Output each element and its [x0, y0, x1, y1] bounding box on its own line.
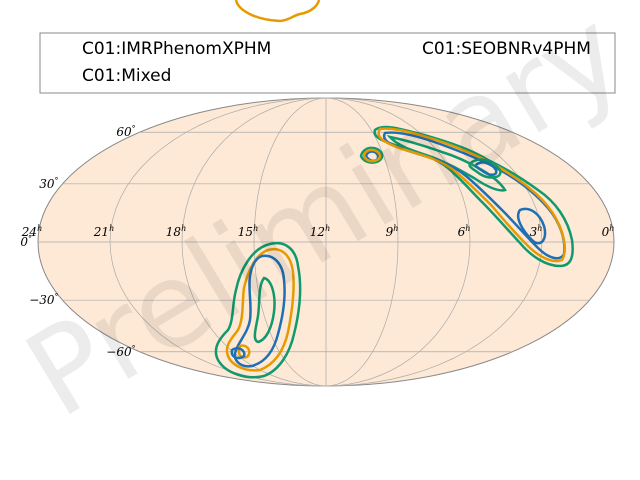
dec-tick-label: −30° [29, 292, 58, 307]
dec-tick-label: −60° [106, 344, 135, 359]
contours-ne [359, 125, 574, 268]
ra-tick-label: 24h [21, 224, 42, 239]
contour-inner-sw-1 [253, 276, 276, 344]
contour-mixed-sw [214, 241, 302, 379]
ra-tick-label: 21h [93, 224, 114, 239]
grid-meridian [325, 97, 471, 387]
dec-tick-label: 60° [116, 124, 135, 139]
dec-tick-label: 0° [20, 234, 32, 249]
contour-right-inner-blue [516, 207, 547, 245]
contour-mid-blob-mixed [468, 158, 502, 179]
top-contour-fragment [234, 0, 321, 23]
legend-label-mixed: C01:Mixed [82, 66, 171, 86]
contour-small-blob-mixed [359, 146, 384, 164]
grid-meridian [109, 97, 327, 387]
dec-tick-labels: 60° 30° 0° −30° −60° [20, 124, 135, 359]
legend-label-seobnr: C01:SEOBNRv4PHM [422, 39, 591, 59]
grid-lines [38, 97, 614, 387]
contour-inner-sw-2 [237, 344, 251, 359]
contour-orange-ne [377, 127, 566, 263]
contour-mid-blob-blue [474, 161, 498, 176]
contours-sw [214, 241, 302, 379]
contour-inner-sw-3 [230, 347, 246, 360]
contour-orange-sw [225, 247, 295, 372]
legend: C01:IMRPhenomXPHM C01:SEOBNRv4PHM C01:Mi… [39, 32, 616, 94]
grid-meridian [325, 97, 399, 387]
legend-box [39, 32, 616, 94]
contour-mixed-ne-inner [386, 135, 507, 192]
grid-meridian [253, 97, 327, 387]
contour-blue-sw [233, 254, 286, 368]
legend-label-imrphenom: C01:IMRPhenomXPHM [82, 39, 271, 59]
dec-tick-label: 30° [39, 176, 58, 191]
contour-small-blob-orange [362, 148, 382, 163]
